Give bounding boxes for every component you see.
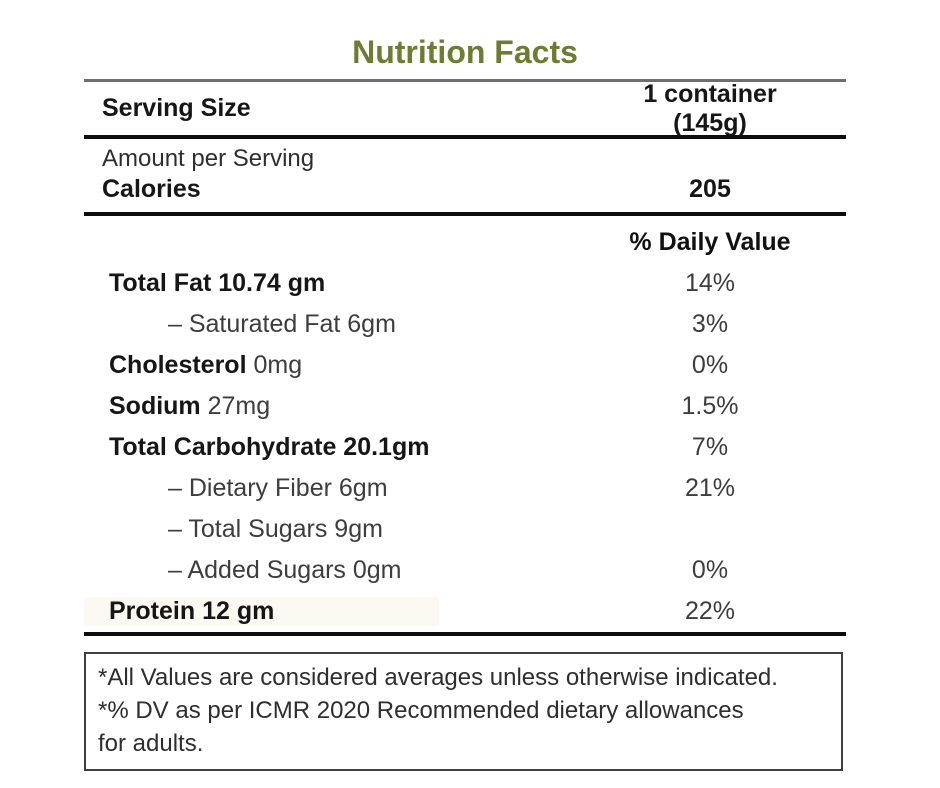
page-title: Nutrition Facts [352, 34, 578, 70]
nutrient-dv: 0% [691, 351, 729, 379]
nutrient-label: Sodium 27mg [84, 392, 610, 421]
footnote-line-3: for adults. [98, 730, 204, 757]
nutrient-label: – Dietary Fiber 6gm [84, 474, 610, 503]
serving-size-row: Serving Size 1 container (145g) [84, 79, 846, 137]
nutrient-label: Total Fat 10.74 gm [84, 269, 610, 298]
calories-value: 205 [689, 174, 731, 203]
divider-top [84, 79, 846, 82]
amount-per-serving-label: Amount per Serving [102, 145, 315, 172]
nutrient-dv: 3% [691, 310, 729, 338]
nutrient-label: Protein 12 gm [84, 597, 439, 626]
nutrient-dv: 1.5% [681, 392, 739, 420]
nutrient-dv: 0% [691, 556, 729, 584]
daily-value-header-row: % Daily Value [84, 228, 846, 256]
serving-size-label: Serving Size [102, 94, 251, 122]
nutrient-row-sodium: Sodium 27mg 1.5% [84, 386, 846, 427]
nutrient-row-added-sugars: – Added Sugars 0gm 0% [84, 550, 846, 591]
nutrient-label: – Total Sugars 9gm [84, 515, 610, 544]
nutrient-label-rest: – Dietary Fiber 6gm [168, 474, 388, 502]
nutrient-row-total-carbohydrate: Total Carbohydrate 20.1gm 7% [84, 427, 846, 468]
nutrient-label-bold: Cholesterol [109, 351, 247, 379]
nutrient-label-bold: Total Carbohydrate 20.1gm [109, 433, 430, 461]
divider-serving [84, 135, 846, 139]
calories-label: Calories [102, 174, 201, 203]
nutrient-label-rest: 27mg [200, 392, 271, 420]
nutrient-row-cholesterol: Cholesterol 0mg 0% [84, 345, 846, 386]
nutrient-label: Total Carbohydrate 20.1gm [84, 433, 610, 462]
nutrient-dv: 21% [684, 474, 736, 502]
footnote-line-2: *% DV as per ICMR 2020 Recommended dieta… [98, 697, 744, 724]
nutrient-label-rest: – Saturated Fat 6gm [168, 310, 396, 338]
footnote-box: *All Values are considered averages unle… [84, 652, 843, 771]
serving-size-value: 1 container (145g) [643, 79, 777, 137]
nutrition-facts-label: Nutrition Facts Serving Size 1 container… [84, 0, 846, 771]
divider-calories [84, 212, 846, 216]
nutrient-label: – Added Sugars 0gm [84, 556, 610, 585]
nutrient-label-rest: – Total Sugars 9gm [168, 515, 383, 543]
daily-value-header: % Daily Value [629, 227, 791, 256]
nutrient-label: – Saturated Fat 6gm [84, 310, 610, 339]
calories-row: Calories 205 [84, 174, 846, 204]
divider-bottom [84, 632, 846, 636]
nutrient-row-saturated-fat: – Saturated Fat 6gm 3% [84, 304, 846, 345]
nutrient-label-rest: 0mg [246, 351, 303, 379]
nutrient-label-bold: Total Fat 10.74 gm [109, 269, 326, 297]
nutrient-label: Cholesterol 0mg [84, 351, 610, 380]
nutrient-row-protein: Protein 12 gm 22% [84, 591, 846, 632]
nutrient-dv: 7% [691, 433, 729, 461]
nutrient-row-dietary-fiber: – Dietary Fiber 6gm 21% [84, 468, 846, 509]
footnote-line-1: *All Values are considered averages unle… [98, 664, 778, 691]
nutrient-row-total-fat: Total Fat 10.74 gm 14% [84, 263, 846, 304]
nutrient-label-bold: Protein 12 gm [109, 597, 275, 625]
nutrient-label-bold: Sodium [109, 392, 201, 420]
nutrient-row-total-sugars: – Total Sugars 9gm [84, 509, 846, 550]
nutrient-dv: 14% [684, 269, 736, 297]
nutrient-rows: Total Fat 10.74 gm 14% – Saturated Fat 6… [84, 263, 846, 632]
nutrient-label-rest: – Added Sugars 0gm [168, 556, 402, 584]
nutrient-dv: 22% [684, 597, 736, 625]
